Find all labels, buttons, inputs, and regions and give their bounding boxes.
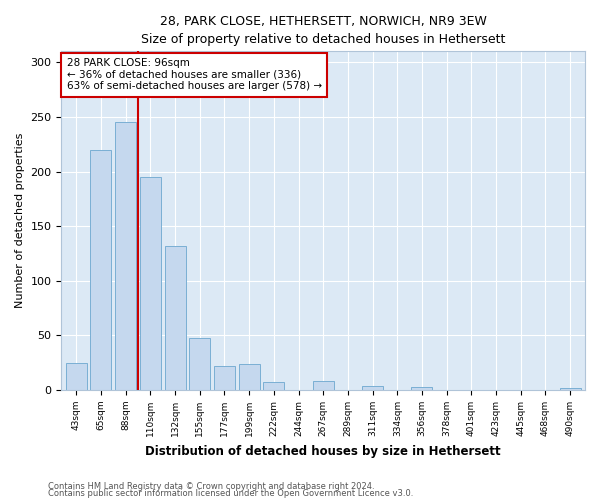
- Bar: [560, 388, 581, 390]
- Bar: [313, 382, 334, 390]
- Bar: [91, 150, 112, 390]
- Bar: [66, 363, 87, 390]
- Text: Contains HM Land Registry data © Crown copyright and database right 2024.: Contains HM Land Registry data © Crown c…: [48, 482, 374, 491]
- Bar: [214, 366, 235, 390]
- Y-axis label: Number of detached properties: Number of detached properties: [15, 133, 25, 308]
- Bar: [164, 246, 185, 390]
- Text: Contains public sector information licensed under the Open Government Licence v3: Contains public sector information licen…: [48, 490, 413, 498]
- Text: 28 PARK CLOSE: 96sqm
← 36% of detached houses are smaller (336)
63% of semi-deta: 28 PARK CLOSE: 96sqm ← 36% of detached h…: [67, 58, 322, 92]
- Bar: [239, 364, 260, 390]
- Bar: [412, 387, 433, 390]
- Bar: [362, 386, 383, 390]
- Bar: [189, 338, 210, 390]
- X-axis label: Distribution of detached houses by size in Hethersett: Distribution of detached houses by size …: [145, 444, 501, 458]
- Title: 28, PARK CLOSE, HETHERSETT, NORWICH, NR9 3EW
Size of property relative to detach: 28, PARK CLOSE, HETHERSETT, NORWICH, NR9…: [141, 15, 505, 46]
- Bar: [263, 382, 284, 390]
- Bar: [115, 122, 136, 390]
- Bar: [140, 177, 161, 390]
